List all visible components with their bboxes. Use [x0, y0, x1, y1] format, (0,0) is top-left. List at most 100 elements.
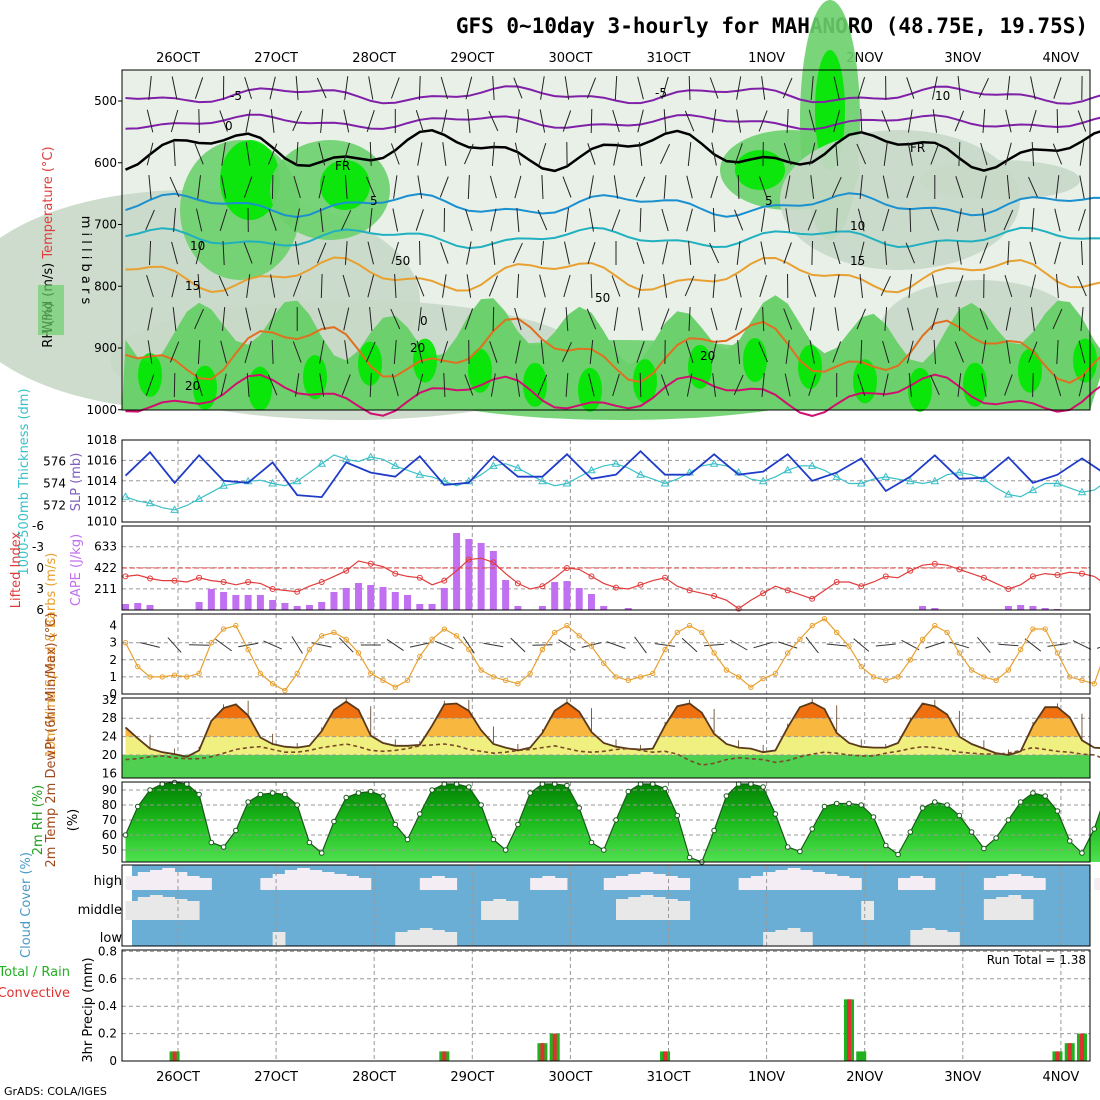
wind-barb: [636, 242, 645, 264]
li-tick-label: -3: [32, 540, 44, 554]
wind10m-point: [772, 670, 779, 677]
wind10m-barb: [409, 642, 430, 648]
wind-barb: [686, 208, 693, 232]
li-point: [613, 584, 619, 591]
rh2m-point: [502, 847, 509, 853]
wind10m-barb: [1072, 640, 1092, 650]
wind10m-barb: [949, 641, 970, 649]
wind-barb: [516, 273, 520, 299]
rh2m-point: [576, 805, 583, 811]
wind10m-point: [355, 650, 362, 656]
precip-ylabel: 3hr Precip (mm): [81, 957, 96, 1062]
wind-barb: [884, 307, 888, 331]
cape-bar: [1004, 606, 1012, 610]
wind-barb: [514, 307, 522, 331]
rh-shade: [735, 150, 785, 190]
wind10m-point: [208, 640, 215, 646]
pressure-tick-label: 900: [94, 341, 117, 355]
wind-barb: [688, 306, 691, 332]
thickness-point: [170, 505, 179, 513]
cloud-middle-block: [996, 897, 1009, 920]
run-total-label: Run Total = 1.38: [987, 953, 1086, 967]
cape-bar: [502, 580, 510, 610]
wind10m-tick-label: 4: [109, 619, 117, 633]
wind-barb: [736, 241, 741, 265]
wind10m-point: [1042, 626, 1048, 632]
wind-barb: [882, 208, 890, 232]
wind-barb: [1028, 341, 1038, 363]
wind-barb: [810, 175, 815, 199]
wind-barb: [661, 76, 669, 100]
wind-barb: [194, 308, 204, 330]
wind-barb: [1005, 109, 1012, 133]
precip-tick-label: 0.8: [98, 944, 117, 958]
wind-barb: [1078, 208, 1086, 232]
rh2m-point: [662, 785, 668, 792]
wind-barb: [907, 109, 913, 133]
wind10m-barb: [977, 636, 991, 654]
li-point: [416, 574, 423, 581]
rh2m-point: [343, 794, 350, 801]
wind-barb: [1056, 339, 1059, 365]
cape-bar: [919, 606, 927, 610]
wind10m-barb: [462, 636, 475, 654]
wind10m-barb: [826, 643, 847, 647]
li-point: [1005, 586, 1012, 592]
wind-barb: [932, 109, 937, 133]
wind10m-barb: [386, 638, 404, 652]
wind-barb: [222, 240, 225, 266]
contour-label: 10: [935, 89, 950, 103]
cloud-level-label: low: [100, 931, 123, 946]
wind-barb: [686, 373, 693, 397]
thickness-point: [1004, 490, 1013, 498]
wind10m-point: [1067, 674, 1073, 680]
wind-barb: [467, 109, 471, 133]
thickness-point: [562, 479, 572, 487]
wind-barb: [466, 241, 472, 265]
precip-total-bar: [856, 1051, 867, 1061]
isotherm-minus5-b: [125, 113, 1100, 131]
pressure-tick-label: 1000: [86, 403, 117, 417]
top-date-label: 26OCT: [156, 51, 200, 66]
cloud-middle-block: [137, 897, 151, 920]
rh2m-point: [858, 802, 865, 808]
wind-barb: [1029, 109, 1037, 133]
wind-barb: [930, 143, 940, 165]
wind-barb: [369, 307, 373, 331]
wind-barb: [932, 274, 938, 298]
bottom-date-label: 27OCT: [254, 1070, 298, 1085]
wind-barb: [710, 307, 718, 331]
wind10m-point: [735, 674, 742, 680]
wind-barb: [245, 142, 251, 166]
contour-label: 0: [225, 119, 233, 133]
wind-barb: [856, 143, 867, 165]
wind-barb: [490, 373, 496, 397]
wind10m-barb: [805, 636, 819, 654]
rh2m-point: [600, 847, 607, 853]
cloud-high-block: [321, 872, 335, 890]
wind-barb: [441, 307, 447, 331]
precip-tick-label: 0: [109, 1054, 117, 1068]
wind-barb: [613, 142, 619, 166]
wind10m-point: [429, 636, 435, 642]
wind-barb: [294, 208, 300, 232]
li-tick-label: 0: [36, 561, 44, 575]
rh2m-point: [1005, 817, 1012, 823]
temp-yellow-band: [125, 736, 1090, 755]
thickness-point: [415, 470, 425, 478]
cloud-high-block: [996, 876, 1009, 890]
cloud-ylabel: Cloud Cover (%): [19, 852, 34, 958]
wind-barb: [1006, 175, 1010, 199]
isotherm-minus5: [125, 85, 1100, 105]
wind-barb: [195, 241, 203, 265]
cloud-middle-block: [125, 901, 139, 920]
wind-barb: [173, 208, 176, 232]
wind10m-barb: [853, 638, 870, 652]
li-point: [122, 573, 129, 580]
top-date-label: 4NOV: [1042, 51, 1079, 66]
rh2m-point: [981, 845, 987, 852]
rh-bright-cell: [1073, 338, 1097, 383]
wind-barb: [906, 77, 915, 99]
rh2m-point: [882, 842, 889, 849]
